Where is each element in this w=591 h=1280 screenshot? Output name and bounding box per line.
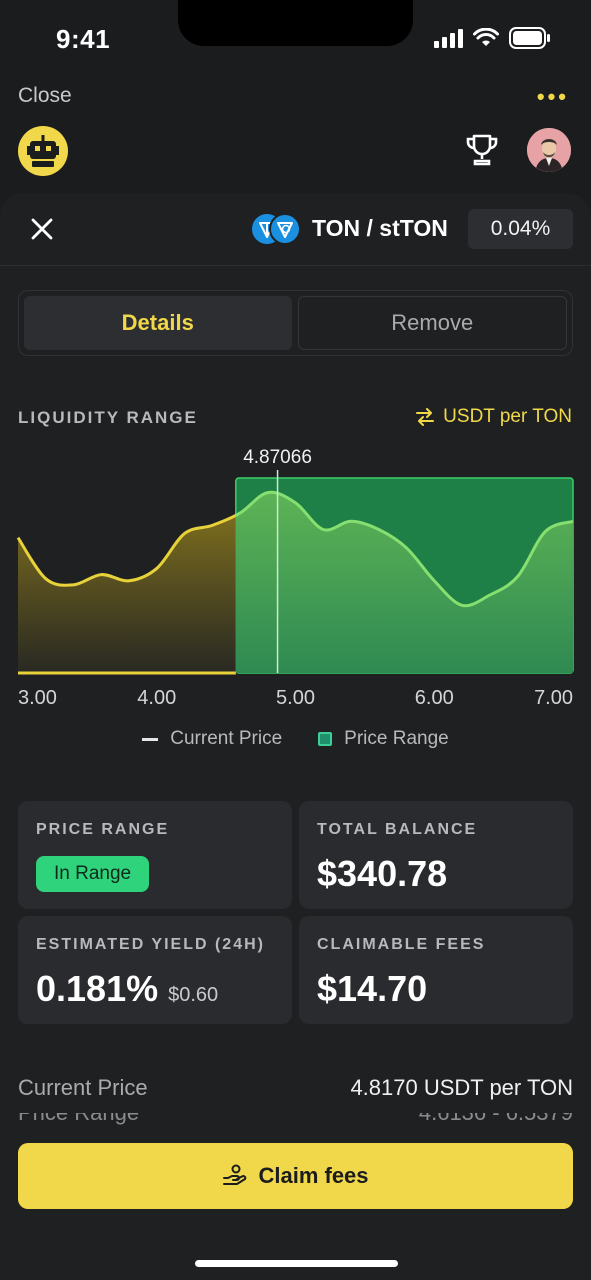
unit-toggle[interactable]: USDT per TON [415,406,572,428]
home-indicator [195,1260,398,1267]
total-balance-value: $340.78 [317,853,448,894]
current-price-row: Current Price 4.8170 USDT per TON [18,1075,573,1101]
current-price-swatch [142,737,159,741]
liquidity-area-out-of-range [18,515,236,673]
robot-icon [27,135,59,167]
price-range-row-label: Price Range [18,1113,139,1125]
price-range-row: Price Range 4.6136 - 6.5379 [18,1113,573,1125]
wifi-icon [473,28,499,46]
user-portrait-icon [527,128,571,172]
legend-price-range-label: Price Range [344,728,449,749]
estimated-yield-percent: 0.181% [36,968,159,1009]
pair-title: TON / stTON [312,215,448,241]
claim-fees-label: Claim fees [258,1163,369,1188]
signal-icon [434,29,463,48]
unit-label: USDT per TON [443,406,572,427]
x-tick-label: 3.00 [18,687,57,709]
close-icon[interactable] [28,215,56,243]
current-price-label: Current Price [18,1075,148,1100]
tab-remove[interactable]: Remove [297,296,567,350]
battery-icon [509,27,550,49]
estimated-yield-usd: $0.60 [168,984,219,1006]
x-tick-label: 7.00 [534,687,573,709]
tab-details[interactable]: Details [24,296,292,350]
price-range-label: PRICE RANGE [36,821,170,838]
estimated-yield-label: ESTIMATED YIELD (24H) [36,936,265,953]
claimable-fees-card: CLAIMABLE FEES $14.70 [299,916,573,1024]
price-range-row-value: 4.6136 - 6.5379 [419,1113,573,1125]
status-icons [433,27,551,49]
estimated-yield-card: ESTIMATED YIELD (24H) 0.181% $0.60 [18,916,292,1024]
legend-current-price: Current Price [142,728,282,750]
total-balance-label: TOTAL BALANCE [317,821,478,838]
fee-tier-chip: 0.04% [468,209,573,249]
estimated-yield-value-row: 0.181% $0.60 [36,968,218,1010]
liquidity-curve-in-range [235,490,574,608]
price-range-card: PRICE RANGE In Range [18,801,292,909]
claim-fees-button[interactable]: Claim fees [18,1143,573,1209]
in-range-badge: In Range [36,856,150,892]
close-link[interactable]: Close [18,84,72,107]
price-range-swatch [318,732,333,746]
legend-current-price-label: Current Price [170,728,283,749]
x-axis-labels: 3.00 4.00 5.00 6.00 7.00 [0,687,591,713]
x-tick-label: 5.00 [276,687,315,709]
hand-coin-icon [223,1164,247,1185]
more-menu-button[interactable]: ••• [536,84,569,109]
liquidity-area-in-range [235,492,573,673]
liquidity-chart[interactable]: 4.87066 [0,448,591,728]
chart-legend: Current Price Price Range [0,728,591,750]
user-avatar[interactable] [527,128,571,172]
x-tick-label: 6.00 [414,687,454,709]
current-price-marker-label: 4.87066 [243,448,312,468]
notch [178,0,413,46]
current-price-value: 4.8170 USDT per TON [350,1075,573,1100]
sheet-header: TON / stTON 0.04% [0,193,591,266]
status-bar: 9:41 [0,0,591,78]
total-balance-card: TOTAL BALANCE $340.78 [299,801,573,909]
claimable-fees-value: $14.70 [317,968,428,1009]
legend-price-range: Price Range [318,728,449,750]
trophy-icon[interactable] [464,132,500,168]
claimable-fees-label: CLAIMABLE FEES [317,936,486,953]
pair-token-icons [252,213,301,245]
x-tick-label: 4.00 [137,687,177,709]
liquidity-range-title: LIQUIDITY RANGE [18,408,198,427]
status-time: 9:41 [56,24,111,54]
bot-avatar[interactable] [18,126,68,176]
position-sheet: TON / stTON 0.04% Details Remove LIQUIDI… [0,193,591,1280]
liquidity-curve-out-of-range [16,513,236,587]
swap-arrows-icon [416,408,435,426]
tab-bar: Details Remove [18,290,573,356]
